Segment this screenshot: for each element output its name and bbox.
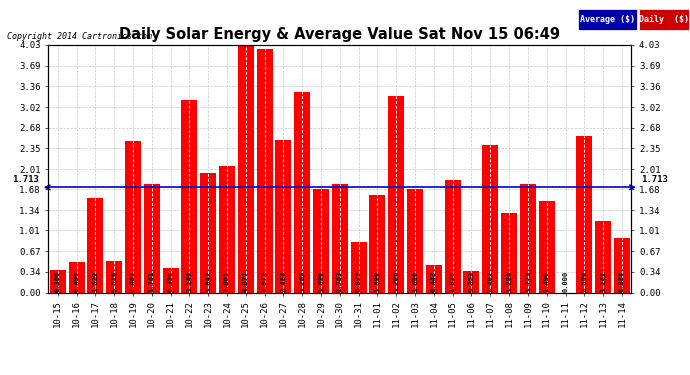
Bar — [313, 189, 329, 292]
Bar — [426, 265, 442, 292]
Bar — [50, 270, 66, 292]
Text: 1.773: 1.773 — [525, 271, 531, 292]
Bar — [275, 140, 291, 292]
Text: 1.690: 1.690 — [412, 271, 418, 292]
Text: 1.942: 1.942 — [205, 271, 211, 292]
Text: 2.463: 2.463 — [130, 271, 136, 292]
Text: 2.402: 2.402 — [487, 271, 493, 292]
Bar — [88, 198, 103, 292]
Text: Copyright 2014 Cartronics.com: Copyright 2014 Cartronics.com — [7, 32, 152, 41]
Text: 0.353: 0.353 — [469, 271, 475, 292]
Text: 0.823: 0.823 — [355, 271, 362, 292]
Text: 3.972: 3.972 — [262, 271, 268, 292]
Bar — [163, 268, 179, 292]
Text: 3.265: 3.265 — [299, 271, 305, 292]
Bar — [595, 221, 611, 292]
Text: 1.828: 1.828 — [450, 271, 455, 292]
Bar — [482, 145, 498, 292]
Bar — [181, 100, 197, 292]
Bar — [614, 238, 630, 292]
Title: Daily Solar Energy & Average Value Sat Nov 15 06:49: Daily Solar Energy & Average Value Sat N… — [119, 27, 560, 42]
Text: 1.590: 1.590 — [375, 271, 380, 292]
Bar — [106, 261, 122, 292]
Bar — [257, 48, 273, 292]
Bar — [144, 184, 160, 292]
Text: 0.000: 0.000 — [562, 271, 569, 292]
Text: 1.161: 1.161 — [600, 271, 606, 292]
Text: 3.206: 3.206 — [393, 271, 400, 292]
Text: 1.713: 1.713 — [12, 175, 39, 184]
Text: 2.484: 2.484 — [280, 271, 286, 292]
Bar — [369, 195, 386, 292]
Bar — [520, 184, 536, 292]
Text: 2.065: 2.065 — [224, 271, 230, 292]
Text: 2.550: 2.550 — [582, 271, 587, 292]
Text: 0.366: 0.366 — [55, 271, 61, 292]
Bar — [539, 201, 555, 292]
Bar — [407, 189, 423, 292]
Bar — [200, 173, 216, 292]
Bar — [464, 271, 480, 292]
Text: Daily  ($): Daily ($) — [639, 15, 689, 24]
Text: 1.690: 1.690 — [318, 271, 324, 292]
Text: 0.516: 0.516 — [111, 271, 117, 292]
Bar — [294, 92, 310, 292]
Text: 1.294: 1.294 — [506, 271, 512, 292]
Bar — [351, 242, 366, 292]
Bar — [332, 184, 348, 292]
Bar — [388, 96, 404, 292]
Bar — [501, 213, 517, 292]
Text: 0.499: 0.499 — [74, 271, 79, 292]
Bar — [238, 42, 254, 292]
Text: 1.763: 1.763 — [337, 271, 343, 292]
Text: 4.077: 4.077 — [243, 271, 249, 292]
Bar — [576, 136, 592, 292]
Text: 0.398: 0.398 — [168, 271, 174, 292]
Text: 0.884: 0.884 — [619, 271, 625, 292]
Text: 1.490: 1.490 — [544, 271, 550, 292]
Text: 1.761: 1.761 — [149, 271, 155, 292]
Text: 0.443: 0.443 — [431, 271, 437, 292]
Bar — [125, 141, 141, 292]
Text: 1.532: 1.532 — [92, 271, 98, 292]
Text: Average ($): Average ($) — [580, 15, 635, 24]
Bar — [444, 180, 461, 292]
Bar — [68, 262, 84, 292]
Text: 1.713: 1.713 — [641, 175, 668, 184]
Bar — [219, 166, 235, 292]
Text: 3.140: 3.140 — [186, 271, 193, 292]
